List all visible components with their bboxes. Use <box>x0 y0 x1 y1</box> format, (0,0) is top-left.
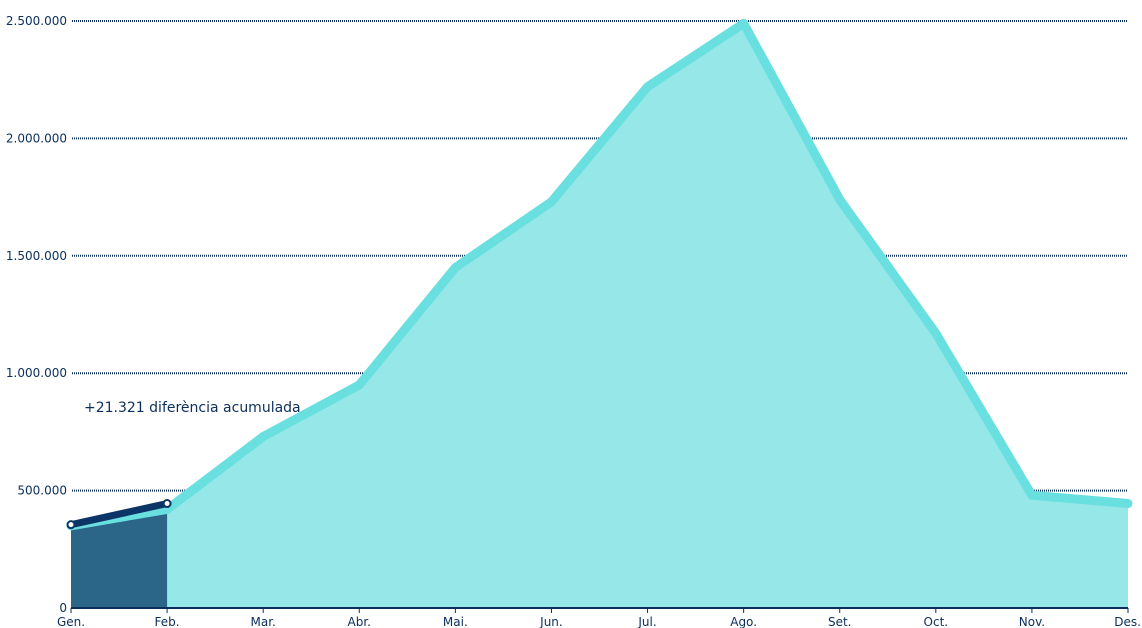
series-area-0 <box>71 23 1128 608</box>
series-point <box>66 520 76 530</box>
y-tick-label: 500.000 <box>17 484 67 498</box>
x-tick-label: Mar. <box>251 615 276 628</box>
x-tick-label: Des. <box>1114 615 1141 628</box>
y-tick-label: 0 <box>59 601 67 615</box>
x-tick-label: Mai. <box>443 615 468 628</box>
series-line-0 <box>66 18 1133 531</box>
series-line-1 <box>67 500 171 529</box>
x-tick-label: Ago. <box>730 615 757 628</box>
x-tick-label: Jul. <box>637 615 656 628</box>
y-tick-label: 1.500.000 <box>6 249 67 263</box>
x-tick-label: Nov. <box>1019 615 1045 628</box>
series-area-1 <box>71 503 168 608</box>
x-tick-label: Oct. <box>924 615 949 628</box>
chart-areas <box>71 23 1128 608</box>
y-tick-label: 2.000.000 <box>6 131 67 145</box>
chart-lines <box>66 18 1133 531</box>
axes: 0 500.000 1.000.000 1.500.000 2.000.000 2.500… <box>6 14 1141 628</box>
x-tick-label: Abr. <box>348 615 371 628</box>
x-tick-label: Gen. <box>57 615 85 628</box>
difference-annotation: +21.321 diferència acumulada <box>84 400 301 416</box>
x-tick-label: Set. <box>828 615 852 628</box>
x-tick-label: Jun. <box>539 615 563 628</box>
y-tick-label: 1.000.000 <box>6 366 67 380</box>
y-tick-label: 2.500.000 <box>6 14 67 28</box>
x-tick-label: Feb. <box>155 615 180 628</box>
series-point <box>162 499 172 509</box>
